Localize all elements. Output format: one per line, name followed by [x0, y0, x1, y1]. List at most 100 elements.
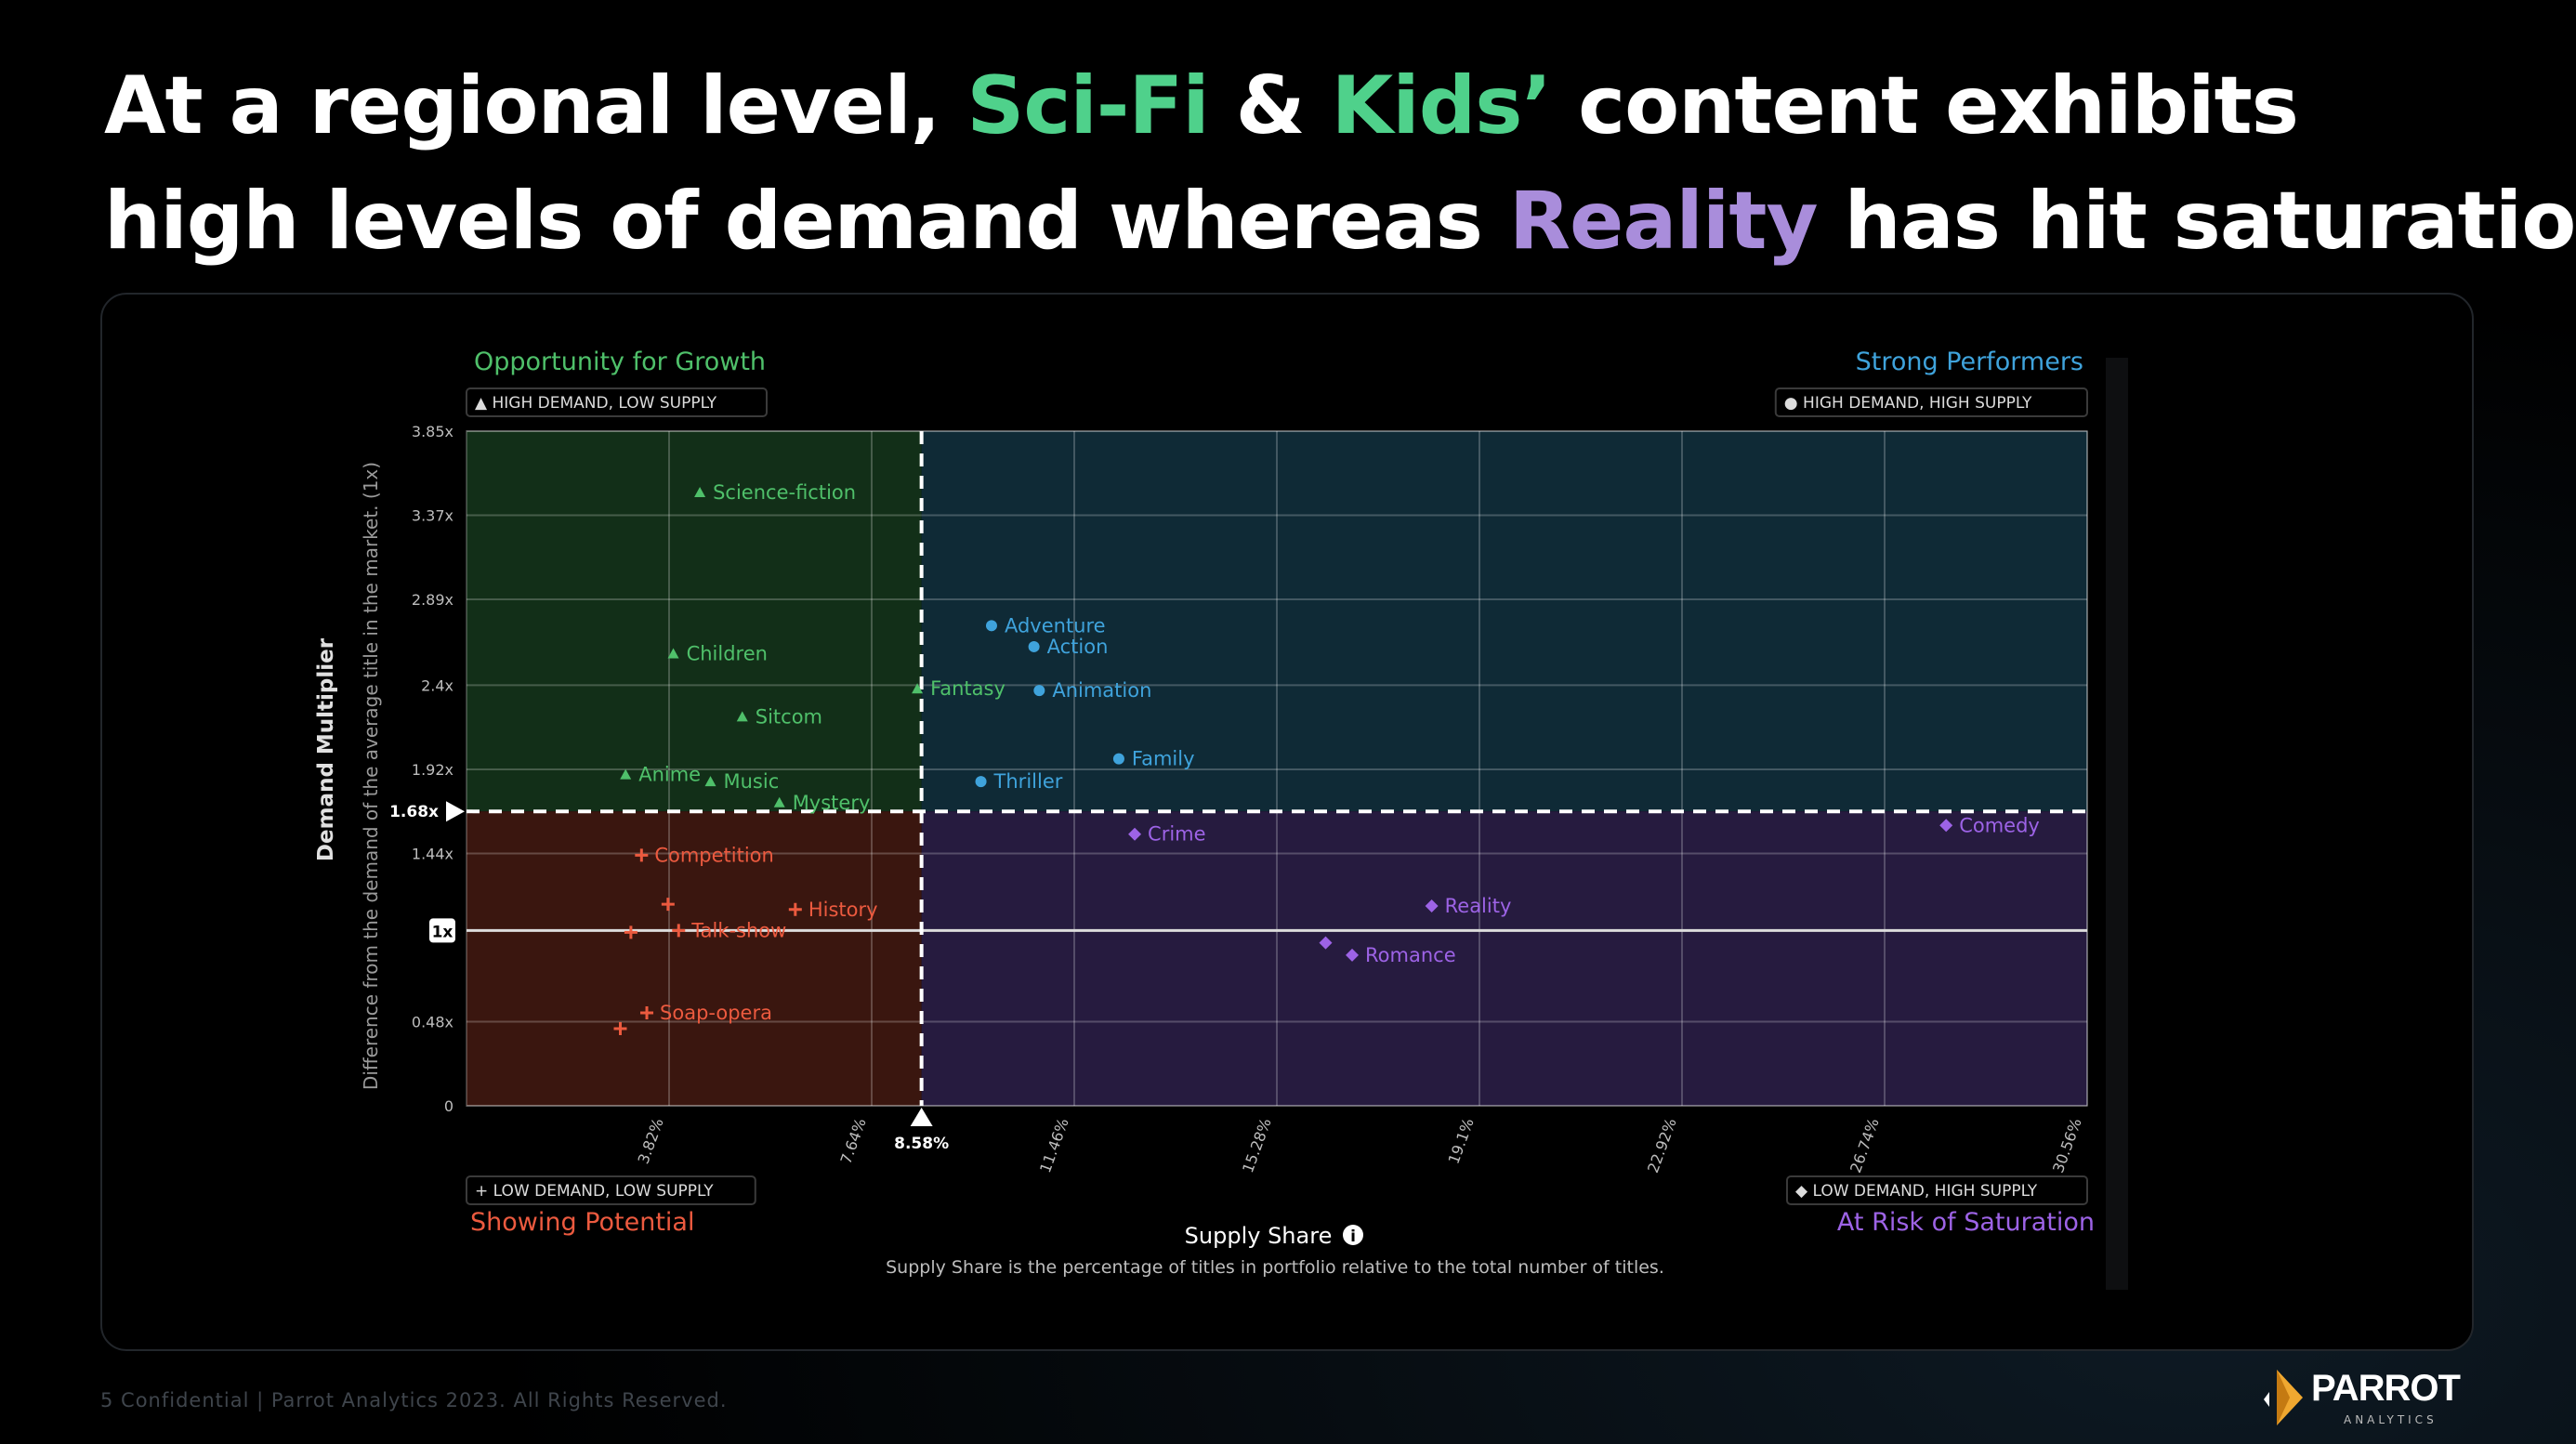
quadrant-badge-bottom-left-box	[466, 1175, 756, 1205]
parrot-logo: PARROT ANALYTICS	[2260, 1366, 2474, 1431]
data-point-label: Mystery	[793, 792, 871, 814]
baseline-badge	[429, 918, 455, 943]
data-point-triangle	[736, 711, 748, 722]
data-point-label: Adventure	[1005, 614, 1106, 637]
quadrant-badge-top-right-text: ● HIGH DEMAND, HIGH SUPPLY	[1784, 394, 2032, 413]
info-icon-glyph: i	[1350, 1227, 1356, 1246]
x-tick-label: 19.1%	[1445, 1116, 1478, 1166]
quadrant-badge-bottom-right-text: ◆ LOW DEMAND, HIGH SUPPLY	[1795, 1182, 2038, 1201]
parrot-logo-icon	[2264, 1370, 2303, 1425]
data-point-plus	[624, 925, 637, 939]
data-point-triangle	[704, 776, 716, 787]
data-point-label: Science-fiction	[713, 481, 856, 504]
x-tick-label: 3.82%	[635, 1116, 667, 1166]
data-point-label: Thriller	[993, 770, 1063, 793]
y-threshold-marker	[446, 801, 465, 822]
data-point-plus	[661, 898, 675, 912]
quadrant-badge-bottom-left-text: + LOW DEMAND, LOW SUPPLY	[475, 1182, 714, 1201]
baseline-label: 1x	[432, 923, 453, 941]
y-axis-title: Demand Multiplier	[314, 637, 338, 861]
x-axis-title: Supply Share	[1185, 1223, 1333, 1249]
data-point-label: History	[808, 899, 878, 921]
x-tick-label: 30.56%	[2049, 1116, 2085, 1175]
title-segment: high levels of demand whereas	[104, 175, 1509, 268]
quadrant-title-top-left: Opportunity for Growth	[474, 348, 766, 376]
data-point-circle	[1028, 640, 1040, 652]
quadrant-title-bottom-right: At Risk of Saturation	[1837, 1208, 2095, 1237]
x-threshold-label: 8.58%	[894, 1135, 949, 1153]
title-line-1: At a regional level, Sci-Fi & Kids’ cont…	[104, 48, 2520, 164]
data-point-label: Reality	[1445, 895, 1512, 917]
x-tick-label: 15.28%	[1239, 1116, 1275, 1175]
data-point-label: Romance	[1365, 944, 1456, 966]
quadrant-title-bottom-left: Showing Potential	[470, 1208, 694, 1237]
title-segment: &	[1208, 59, 1332, 152]
x-tick-label: 7.64%	[837, 1116, 870, 1166]
data-point-diamond	[1319, 936, 1333, 950]
data-point-label: Competition	[654, 844, 774, 866]
y-tick-label: 0	[444, 1097, 453, 1115]
logo-subtitle: ANALYTICS	[2344, 1413, 2438, 1426]
x-tick-label: 26.74%	[1847, 1116, 1883, 1175]
x-tick-label: 22.92%	[1644, 1116, 1680, 1175]
quadrant-bottom-right	[921, 811, 2087, 1106]
chart-scrollbar[interactable]	[2106, 358, 2128, 1290]
data-point-label: Action	[1047, 636, 1109, 658]
logo-name: PARROT	[2311, 1368, 2461, 1409]
data-point-triangle	[773, 796, 785, 807]
data-point-circle	[1112, 753, 1124, 765]
slide-title: At a regional level, Sci-Fi & Kids’ cont…	[104, 48, 2576, 279]
plot-border	[466, 430, 2088, 1107]
data-point-plus	[635, 848, 649, 862]
y-tick-label: 0.48x	[412, 1013, 453, 1030]
title-segment: has hit saturation	[1817, 175, 2576, 268]
y-tick-label: 2.4x	[421, 676, 453, 694]
data-point-plus	[788, 902, 802, 916]
footer-text: 5 Confidential | Parrot Analytics 2023. …	[100, 1389, 728, 1411]
data-point-circle	[985, 620, 997, 632]
quadrant-top-right	[921, 431, 2087, 812]
data-point-diamond	[1128, 827, 1142, 841]
y-threshold-label: 1.68x	[389, 803, 439, 821]
title-line-2: high levels of demand whereas Reality ha…	[104, 164, 2576, 279]
data-point-triangle	[667, 648, 679, 659]
x-axis-note: Supply Share is the percentage of titles…	[886, 1257, 1664, 1278]
data-point-circle	[1033, 685, 1045, 697]
data-point-triangle	[620, 768, 632, 780]
data-point-label: Talk-show	[690, 919, 786, 941]
data-point-plus	[672, 924, 686, 938]
data-point-label: Family	[1132, 748, 1195, 770]
y-axis-subtitle: Difference from the demand of the averag…	[360, 462, 382, 1090]
x-tick-label: 11.46%	[1036, 1116, 1072, 1175]
y-tick-label: 3.37x	[412, 507, 453, 525]
y-tick-label: 1.92x	[412, 761, 453, 779]
data-point-label: Music	[724, 770, 780, 793]
data-point-label: Comedy	[1959, 814, 2040, 836]
quadrant-badge-top-left-box	[466, 387, 768, 417]
title-segment: Sci-Fi	[966, 59, 1209, 152]
data-point-diamond	[1425, 899, 1439, 913]
data-point-circle	[975, 776, 987, 788]
y-tick-label: 3.85x	[412, 423, 453, 440]
data-point-triangle	[912, 683, 924, 694]
quadrant-top-left	[467, 431, 922, 812]
data-point-plus	[640, 1006, 654, 1020]
quadrant-title-top-right: Strong Performers	[1856, 348, 2083, 376]
title-segment: content exhibits	[1551, 59, 2299, 152]
quadrant-badge-top-left-text: ▲ HIGH DEMAND, LOW SUPPLY	[475, 394, 717, 413]
data-point-label: Sitcom	[756, 705, 822, 728]
data-point-plus	[613, 1022, 627, 1036]
data-point-diamond	[1939, 819, 1953, 833]
info-icon	[1343, 1225, 1363, 1245]
quadrant-bottom-left	[467, 811, 922, 1106]
y-tick-label: 1.44x	[412, 845, 453, 862]
title-segment: Reality	[1508, 175, 1819, 268]
data-point-label: Animation	[1052, 679, 1151, 702]
quadrant-badge-top-right-box	[1774, 387, 2089, 417]
data-point-label: Children	[687, 642, 768, 664]
data-point-label: Anime	[638, 764, 701, 786]
x-threshold-marker	[910, 1108, 933, 1126]
data-point-label: Crime	[1148, 823, 1206, 846]
data-point-label: Soap-opera	[660, 1002, 772, 1024]
